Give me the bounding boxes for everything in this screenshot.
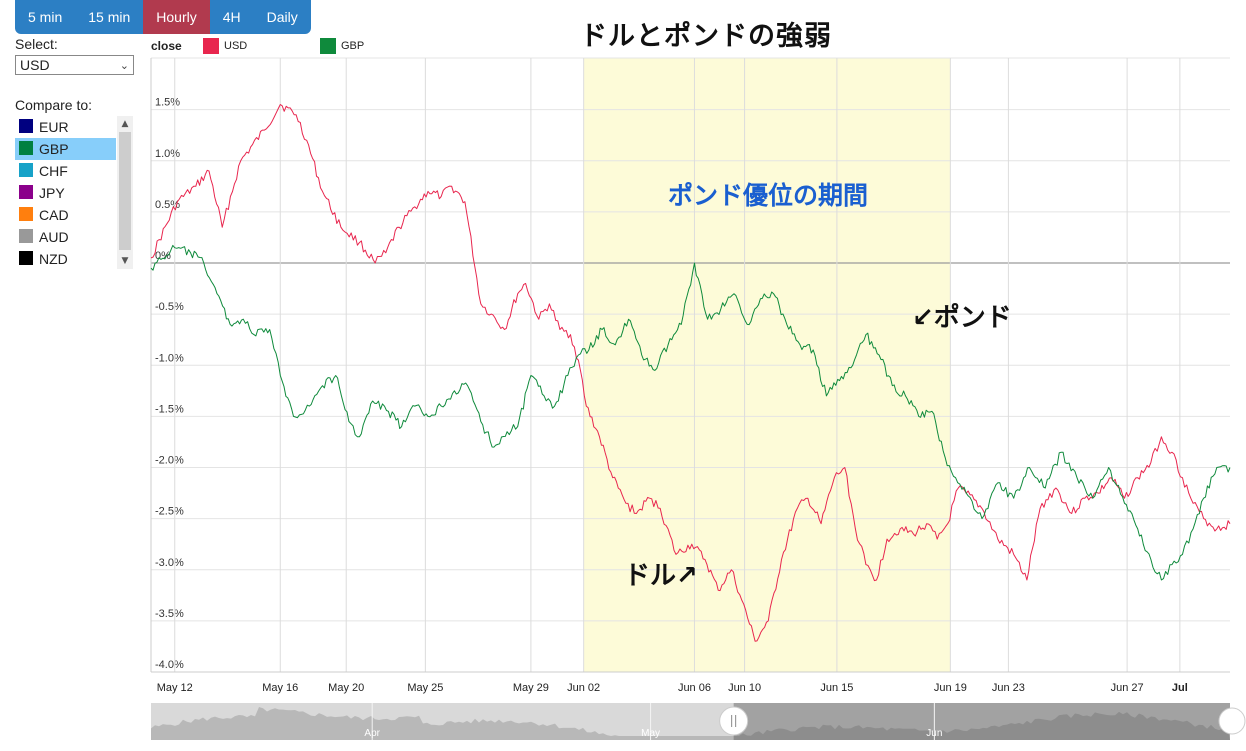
color-swatch	[19, 119, 33, 133]
compare-item-aud[interactable]: AUD	[15, 226, 116, 248]
pound-annotation: ↙ポンド	[912, 297, 1012, 334]
legend-swatch	[320, 38, 336, 54]
dollar-label: ドル	[624, 561, 677, 591]
series-line-usd	[150, 104, 1231, 642]
y-tick-label: -1.0%	[155, 352, 184, 364]
navigator-area	[151, 707, 1230, 740]
x-tick-label: May 12	[157, 682, 193, 694]
x-tick-label: Jun 06	[678, 682, 711, 694]
color-swatch	[19, 163, 33, 177]
arrow-pound-icon: ↙	[912, 303, 934, 333]
compare-item-chf[interactable]: CHF	[15, 160, 116, 182]
y-tick-label: -3.5%	[155, 608, 184, 620]
timeframe-daily-button[interactable]: Daily	[253, 0, 311, 34]
compare-item-cad[interactable]: CAD	[15, 204, 116, 226]
timeframe-5min-button[interactable]: 5 min	[15, 0, 76, 34]
legend-label: USD	[224, 40, 248, 52]
y-tick-label: -3.0%	[155, 557, 184, 569]
x-tick-label: Jun 19	[934, 682, 967, 694]
x-tick-label: Jun 15	[820, 682, 853, 694]
compare-item-eur[interactable]: EUR	[15, 116, 116, 138]
timeframe-4h-button[interactable]: 4H	[209, 0, 254, 34]
x-tick-label: Jul	[1172, 682, 1188, 694]
select-label: Select:	[15, 36, 58, 52]
y-tick-label: -4.0%	[155, 659, 184, 671]
y-tick-label: -1.5%	[155, 403, 184, 415]
compare-item-label: NZD	[39, 251, 68, 267]
navigator-selection	[733, 703, 1230, 740]
legend-title: close	[151, 39, 182, 53]
scrollbar-thumb[interactable]	[119, 132, 131, 250]
compare-scrollbar[interactable]: ▲ ▼	[117, 116, 133, 269]
compare-item-nzd[interactable]: NZD	[15, 248, 116, 270]
highlight-label: ポンド優位の期間	[668, 181, 869, 210]
navigator-handle-right[interactable]	[1218, 707, 1246, 735]
compare-item-label: CAD	[39, 207, 69, 223]
compare-item-label: AUD	[39, 229, 69, 245]
x-tick-label: Jun 23	[992, 682, 1025, 694]
timeframe-hourly-button[interactable]: Hourly	[143, 0, 210, 34]
y-tick-label: -0.5%	[155, 301, 184, 313]
x-tick-label: May 16	[262, 682, 298, 694]
color-swatch	[19, 185, 33, 199]
x-tick-label: Jun 27	[1111, 682, 1144, 694]
compare-item-gbp[interactable]: GBP	[15, 138, 116, 160]
navigator-label: Jun	[926, 728, 942, 739]
y-tick-label: 1.0%	[155, 148, 180, 160]
color-swatch	[19, 207, 33, 221]
currency-select-value: USD	[20, 57, 50, 73]
legend-swatch	[203, 38, 219, 54]
x-tick-label: May 20	[328, 682, 364, 694]
legend-label: GBP	[341, 40, 365, 52]
arrow-dollar-icon: ↗	[676, 561, 698, 591]
y-tick-label: 1.5%	[155, 97, 180, 109]
series-line-gbp	[150, 244, 1231, 581]
y-tick-label: -2.5%	[155, 506, 184, 518]
scroll-up-icon[interactable]: ▲	[121, 119, 129, 129]
chart-title: ドルとポンドの強弱	[580, 21, 832, 52]
navigator-label: Apr	[364, 728, 380, 739]
y-tick-label: -2.0%	[155, 455, 184, 467]
compare-item-label: CHF	[39, 163, 68, 179]
y-tick-label: 0%	[155, 250, 171, 262]
compare-label: Compare to:	[15, 97, 93, 113]
x-tick-label: Jun 10	[728, 682, 761, 694]
compare-item-label: GBP	[39, 141, 69, 157]
chevron-down-icon: ⌄	[119, 60, 129, 72]
scroll-down-icon[interactable]: ▼	[121, 256, 129, 266]
compare-list: EUR GBP CHF JPY CAD AUD NZD ▲ ▼	[15, 116, 133, 269]
timeframe-15min-button[interactable]: 15 min	[75, 0, 144, 34]
legend-item-gbp[interactable]: GBP	[320, 38, 364, 54]
legend-item-usd[interactable]: USD	[203, 38, 247, 54]
navigator-handle-left[interactable]	[719, 706, 749, 736]
dollar-annotation: ドル↗	[624, 555, 698, 592]
timeframe-bar: 5 min 15 min Hourly 4H Daily	[15, 0, 311, 34]
color-swatch	[19, 251, 33, 265]
color-swatch	[19, 229, 33, 243]
x-tick-label: Jun 02	[567, 682, 600, 694]
pound-label: ポンド	[933, 303, 1012, 333]
color-swatch	[19, 141, 33, 155]
navigator-label: May	[641, 728, 660, 739]
compare-item-label: JPY	[39, 185, 65, 201]
x-tick-label: May 29	[513, 682, 549, 694]
compare-item-jpy[interactable]: JPY	[15, 182, 116, 204]
compare-item-label: EUR	[39, 119, 69, 135]
currency-select[interactable]: USD ⌄	[15, 55, 134, 75]
x-tick-label: May 25	[407, 682, 443, 694]
